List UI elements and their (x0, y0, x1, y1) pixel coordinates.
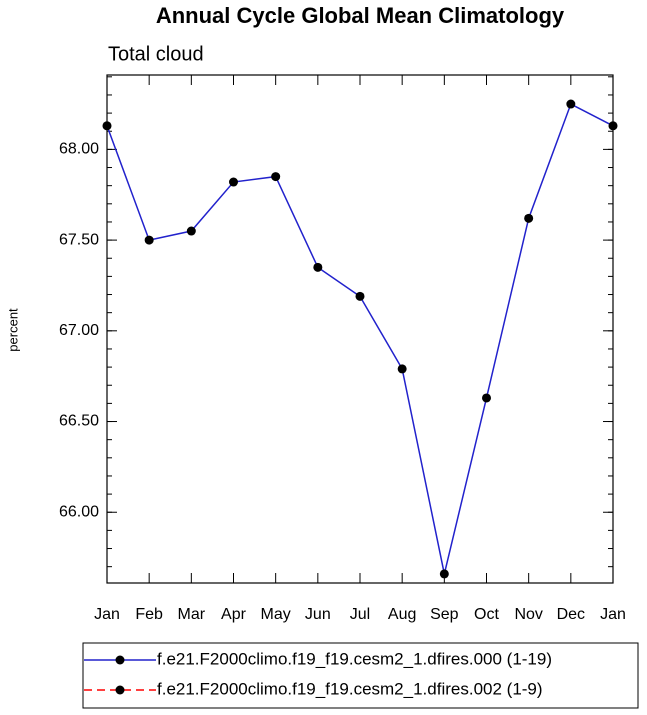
x-tick-label: Mar (178, 606, 206, 623)
y-tick-label: 66.50 (59, 413, 99, 430)
x-tick-label: Feb (135, 606, 163, 623)
x-tick-label: Dec (557, 606, 585, 623)
chart-title: Annual Cycle Global Mean Climatology (156, 3, 565, 28)
data-point (482, 393, 491, 403)
x-tick-label: Jan (94, 606, 120, 623)
legend-label: f.e21.F2000climo.f19_f19.cesm2_1.dfires.… (157, 649, 552, 668)
legend-box (82, 642, 639, 709)
data-point (608, 121, 618, 131)
x-tick-label: Apr (221, 606, 247, 623)
x-tick-label: Oct (474, 606, 499, 623)
legend-label: f.e21.F2000climo.f19_f19.cesm2_1.dfires.… (157, 679, 543, 698)
x-tick-label: Sep (430, 606, 459, 623)
data-point (271, 172, 281, 182)
x-tick-label: Nov (514, 606, 542, 623)
data-point (524, 213, 534, 223)
data-point (397, 364, 407, 374)
x-tick-label: Jan (600, 606, 626, 623)
y-tick-label: 66.00 (59, 503, 99, 520)
series-line (106, 102, 614, 575)
data-point (439, 569, 449, 579)
x-tick-label: Aug (388, 606, 416, 623)
legend-marker (115, 655, 125, 665)
x-tick-label: Jul (350, 606, 370, 623)
data-point (566, 99, 576, 109)
y-tick-label: 67.50 (59, 231, 99, 248)
plot-frame (106, 74, 614, 584)
y-tick-label: 67.00 (59, 322, 99, 339)
data-point (186, 226, 196, 236)
x-tick-label: Jun (305, 606, 331, 623)
x-tick-label: May (261, 606, 291, 623)
data-point (144, 235, 154, 245)
y-axis-label: percent (5, 308, 20, 352)
y-tick-label: 68.00 (59, 141, 99, 158)
data-point (229, 177, 238, 187)
data-point (102, 121, 112, 131)
legend-marker (115, 685, 125, 695)
data-point (355, 291, 365, 301)
data-point (313, 262, 323, 272)
chart-subtitle: Total cloud (108, 43, 204, 65)
